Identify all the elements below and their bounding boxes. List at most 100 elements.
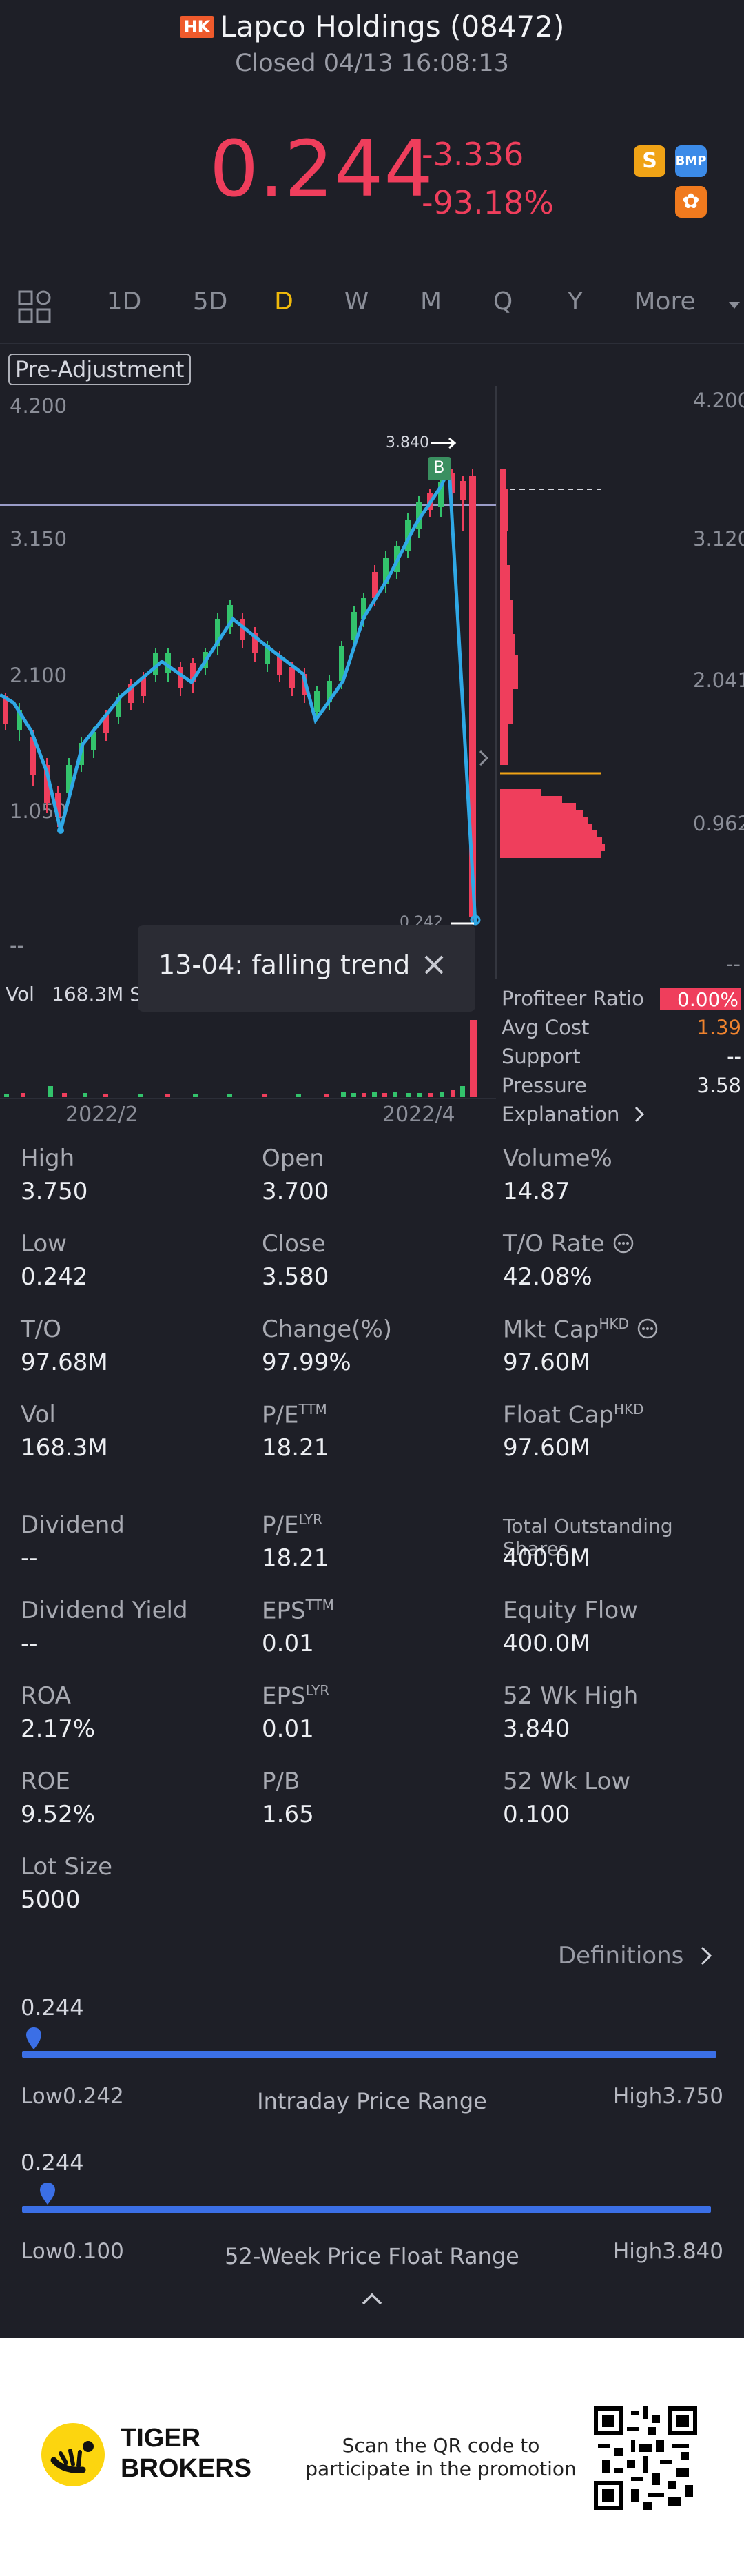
stat-value-equity-flow: 400.0M — [503, 1630, 590, 1657]
stat-label-52wk-low: 52 Wk Low — [503, 1768, 631, 1795]
y-axis-label: 3.150 — [10, 527, 68, 551]
stock-title: Lapco Holdings (08472) — [220, 10, 565, 43]
high-marker-label: 3.840 — [386, 434, 429, 451]
tab-y[interactable]: Y — [568, 287, 583, 316]
intraday-current-value: 0.244 — [21, 1994, 84, 2021]
intraday-range-bar — [22, 2051, 716, 2058]
stat-value-52wk-high: 3.840 — [503, 1715, 570, 1743]
grid-icon[interactable] — [18, 290, 51, 323]
price-change-pct: -93.18% — [422, 184, 554, 221]
right-axis-label: 0.962 — [693, 812, 744, 835]
info-icon[interactable] — [612, 1230, 634, 1258]
stat-label-pe-ttm: P/ETTM — [262, 1401, 327, 1429]
stat-value-pb: 1.65 — [262, 1801, 314, 1828]
volume-label: Vol — [6, 983, 34, 1005]
stat-value-total-shares: 400.0M — [503, 1544, 590, 1572]
stat-label-dividend: Dividend — [21, 1511, 125, 1539]
right-axis-label: 2.041 — [693, 668, 744, 692]
x-axis-label: 2022/4 — [382, 1103, 455, 1127]
y-axis-label: -- — [10, 934, 24, 957]
y-axis-label: 4.200 — [10, 394, 68, 418]
intraday-low: Low0.242 — [21, 2084, 124, 2109]
stat-value-vol: 168.3M — [21, 1434, 108, 1462]
explanation-label: Explanation — [502, 1103, 620, 1126]
stat-value-pe-lyr: 18.21 — [262, 1544, 329, 1572]
stat-value-mkt-cap: 97.60M — [503, 1349, 590, 1376]
close-icon[interactable] — [420, 951, 448, 979]
location-pin-icon — [39, 2181, 56, 2209]
tab-5d[interactable]: 5D — [192, 287, 228, 316]
stat-label-52wk-high: 52 Wk High — [503, 1682, 639, 1710]
stat-label-total-shares: Total Outstanding Shares — [503, 1515, 673, 1560]
stat-label-close: Close — [262, 1230, 326, 1258]
bmp-badge-icon[interactable]: BMP — [675, 145, 707, 177]
tab-1d[interactable]: 1D — [106, 287, 142, 316]
explanation-link[interactable]: Explanation — [502, 1103, 645, 1126]
stat-value-open: 3.700 — [262, 1178, 329, 1205]
avg-cost-value: 1.39 — [696, 1016, 741, 1039]
stat-value-dividend: -- — [21, 1544, 38, 1572]
info-icon[interactable] — [637, 1316, 659, 1343]
stat-label-equity-flow: Equity Flow — [503, 1597, 638, 1624]
tab-w[interactable]: W — [344, 287, 369, 316]
toast-message: 13-04: falling trend — [158, 950, 411, 980]
flower-badge-icon[interactable]: ✿ — [675, 186, 707, 218]
stat-value-div-yield: -- — [21, 1630, 38, 1657]
stat-label-roe: ROE — [21, 1768, 70, 1795]
stat-value-high: 3.750 — [21, 1178, 88, 1205]
pressure-value: 3.58 — [696, 1074, 741, 1097]
support-value: -- — [727, 1045, 741, 1068]
price-change: -3.336 — [422, 136, 524, 173]
intraday-high: High3.750 — [613, 2084, 723, 2109]
right-axis-label: 3.120 — [693, 527, 744, 551]
chevron-up-icon[interactable] — [360, 2291, 384, 2309]
stat-value-close: 3.580 — [262, 1263, 329, 1291]
y-axis-label: 2.100 — [10, 664, 68, 687]
tab-d[interactable]: D — [274, 287, 293, 316]
stat-label-low: Low — [21, 1230, 67, 1258]
stat-label-eps-lyr: EPSLYR — [262, 1682, 330, 1710]
stat-value-volume-pct: 14.87 — [503, 1178, 570, 1205]
caret-down-icon[interactable] — [727, 300, 741, 313]
chevron-right-icon — [626, 1103, 645, 1126]
market-badge: HK — [179, 16, 215, 38]
stat-label-to: T/O — [21, 1316, 61, 1343]
qr-code[interactable] — [594, 2406, 697, 2510]
stat-label-roa: ROA — [21, 1682, 72, 1710]
stat-label-div-yield: Dividend Yield — [21, 1597, 188, 1624]
s-badge-icon[interactable]: S — [634, 145, 665, 177]
market-status: Closed 04/13 16:08:13 — [235, 50, 509, 77]
week52-current-value: 0.244 — [21, 2149, 84, 2176]
week52-high: High3.840 — [613, 2239, 723, 2264]
profiteer-ratio-label: Profiteer Ratio — [502, 987, 644, 1010]
stat-label-open: Open — [262, 1145, 324, 1172]
stat-label-change-pct: Change(%) — [262, 1316, 393, 1343]
quote-header: HK Lapco Holdings (08472) Closed 04/13 16… — [0, 0, 744, 265]
pressure-label: Pressure — [502, 1074, 587, 1097]
chevron-right-icon — [691, 1942, 713, 1970]
stock-title-row: HK Lapco Holdings (08472) — [0, 10, 744, 43]
kline-chart[interactable]: Pre-Adjustment 4.200 3.150 2.100 1.050 -… — [0, 345, 744, 1130]
stat-value-float-cap: 97.60M — [503, 1434, 590, 1462]
stat-value-roa: 2.17% — [21, 1715, 96, 1743]
buy-marker[interactable]: B — [433, 458, 445, 477]
tab-q[interactable]: Q — [493, 287, 513, 316]
last-price: 0.244 — [209, 125, 434, 214]
profiteer-ratio-value: 0.00% — [660, 988, 741, 1011]
definitions-link[interactable]: Definitions — [558, 1942, 713, 1970]
avg-cost-label: Avg Cost — [502, 1016, 590, 1039]
stat-label-high: High — [21, 1145, 75, 1172]
pre-adjustment-button[interactable]: Pre-Adjustment — [8, 354, 192, 385]
stat-value-to-rate: 42.08% — [503, 1263, 592, 1291]
stat-value-eps-ttm: 0.01 — [262, 1630, 314, 1657]
intraday-range-title: Intraday Price Range — [257, 2088, 487, 2114]
intraday-range: 0.244 Low0.242 Intraday Price Range High… — [0, 1992, 744, 2129]
stat-label-pb: P/B — [262, 1768, 300, 1795]
tab-more[interactable]: More — [634, 287, 696, 316]
x-axis-label: 2022/2 — [65, 1103, 138, 1127]
stat-value-to: 97.68M — [21, 1349, 108, 1376]
support-label: Support — [502, 1045, 581, 1068]
tab-m[interactable]: M — [420, 287, 442, 316]
stats-grid: High 3.750 Open 3.700 Volume% 14.87 Low … — [0, 1130, 744, 1930]
kline-svg — [0, 386, 605, 1099]
